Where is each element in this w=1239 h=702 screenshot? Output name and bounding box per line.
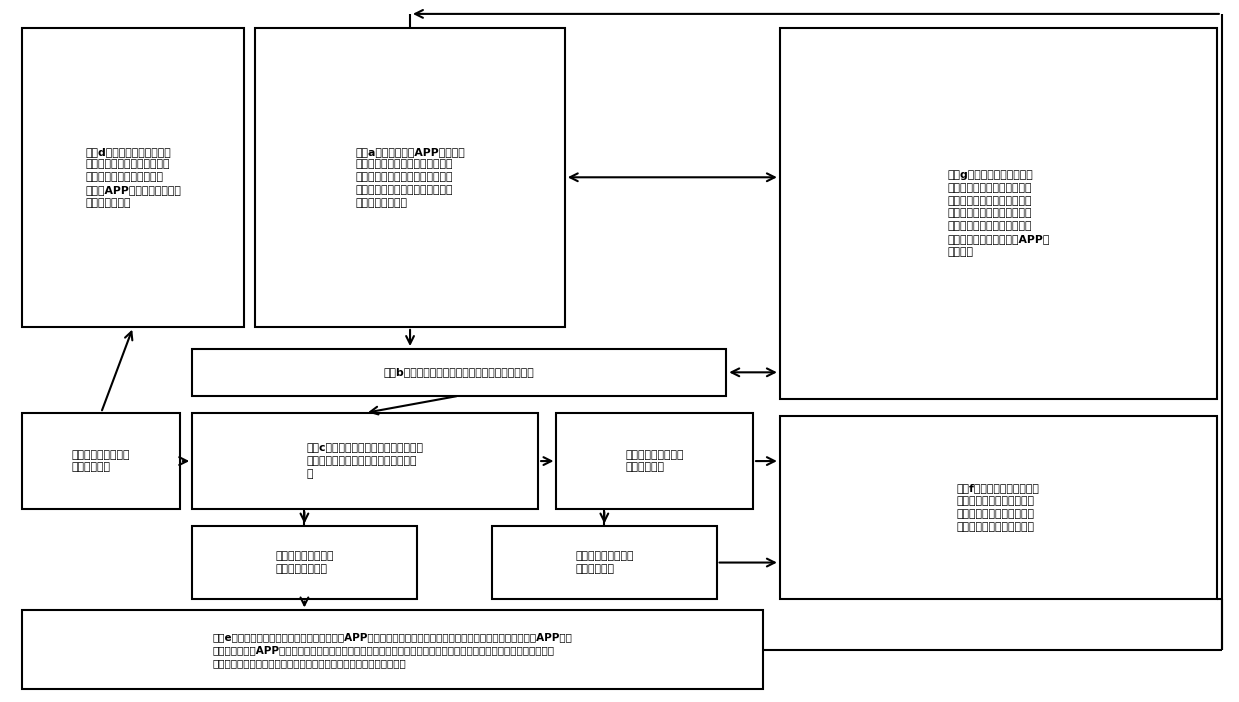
Text: 步骤g：音频输入设备开始工
作，音频输入设备实时采集婴
儿床声音，然后将采集到的婴
儿床声音通过控制单元发送给
通讯单元，然后通讯单元将婴
儿床声音发送给移动设: 步骤g：音频输入设备开始工 作，音频输入设备实时采集婴 儿床声音，然后将采集到的… bbox=[947, 170, 1049, 257]
FancyBboxPatch shape bbox=[779, 27, 1217, 399]
Text: 步骤d：控制单元控制电磁驱
动器进行工作，然后驱动水磁
体带动摇篮进行动，直到移
动设备APP或者遥控器发送停
止摆动命令为止: 步骤d：控制单元控制电磁驱 动器进行工作，然后驱动水磁 体带动摇篮进行动，直到移… bbox=[85, 147, 181, 208]
Text: 步骤a：若移动设备APP或者遥控
器发送控制信号给通讯单元，则控
制单元控制照明夜灯、音频输出设
备、音频输入设备、数据存储器开
始启动，否则退出: 步骤a：若移动设备APP或者遥控 器发送控制信号给通讯单元，则控 制单元控制照明… bbox=[356, 147, 465, 208]
Text: 控制单元判断控制信
号为监听信号: 控制单元判断控制信 号为监听信号 bbox=[626, 450, 684, 472]
FancyBboxPatch shape bbox=[556, 413, 753, 509]
FancyBboxPatch shape bbox=[22, 413, 180, 509]
FancyBboxPatch shape bbox=[22, 27, 244, 327]
Text: 控制单元判断控制信
号为语音信号: 控制单元判断控制信 号为语音信号 bbox=[575, 551, 633, 574]
Text: 步骤f：控制单元将语音信号
发送给通讯单元，然后通讯
单元解码后，然后控制单元
通过音频输出设备进行播放: 步骤f：控制单元将语音信号 发送给通讯单元，然后通讯 单元解码后，然后控制单元 … bbox=[957, 483, 1040, 531]
FancyBboxPatch shape bbox=[492, 526, 716, 599]
Text: 控制单元判断控制信
号为播放音乐信号: 控制单元判断控制信 号为播放音乐信号 bbox=[275, 551, 333, 574]
Text: 控制单元判断控制信
号为摆动信号: 控制单元判断控制信 号为摆动信号 bbox=[72, 450, 130, 472]
FancyBboxPatch shape bbox=[22, 610, 763, 689]
FancyBboxPatch shape bbox=[192, 349, 726, 396]
Text: 步骤e：控制单元判断播放音乐信号是移动设备APP还是遥控器发送的，若控制单元判断播放音乐信号是移动设备APP发送
的，则移动设备APP推送自带的音乐给音频输入设: 步骤e：控制单元判断播放音乐信号是移动设备APP还是遥控器发送的，若控制单元判断… bbox=[213, 632, 572, 668]
Text: 步骤c：控制单元判断控制信号为摆动信
号或播放音乐信号或语音信号或监听信
号: 步骤c：控制单元判断控制信号为摆动信 号或播放音乐信号或语音信号或监听信 号 bbox=[306, 443, 424, 479]
FancyBboxPatch shape bbox=[192, 526, 416, 599]
FancyBboxPatch shape bbox=[779, 416, 1217, 599]
FancyBboxPatch shape bbox=[255, 27, 565, 327]
Text: 步骤b：通讯单元将接收到控制信号发送给控制单元: 步骤b：通讯单元将接收到控制信号发送给控制单元 bbox=[384, 367, 534, 378]
FancyBboxPatch shape bbox=[192, 413, 538, 509]
